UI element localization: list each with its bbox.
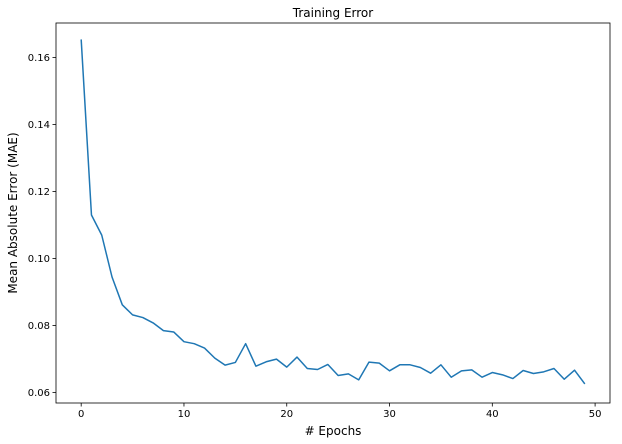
y-tick-label: 0.14 <box>28 120 50 131</box>
y-tick-label: 0.16 <box>28 53 50 64</box>
x-tick-label: 40 <box>486 409 499 420</box>
series-layer <box>80 39 586 385</box>
y-tick-label: 0.08 <box>28 321 50 332</box>
y-axis: 0.06 0.08 0.10 0.12 0.14 0.16 <box>28 53 56 399</box>
y-tick-label: 0.06 <box>28 388 50 399</box>
y-tick-label: 0.12 <box>28 187 50 198</box>
y-tick-label: 0.10 <box>28 254 50 265</box>
chart-title: Training Error <box>292 6 373 20</box>
x-tick-label: 20 <box>280 409 293 420</box>
x-tick-label: 10 <box>178 409 191 420</box>
x-axis: 0 10 20 30 40 50 <box>78 403 601 420</box>
x-tick-label: 0 <box>78 409 84 420</box>
x-tick-label: 50 <box>589 409 602 420</box>
plot-area <box>55 22 611 404</box>
plot-frame <box>55 22 611 404</box>
x-tick-label: 30 <box>383 409 396 420</box>
x-axis-title: # Epochs <box>305 424 362 438</box>
series-line <box>80 39 586 385</box>
y-axis-title: Mean Absolute Error (MAE) <box>6 132 20 293</box>
